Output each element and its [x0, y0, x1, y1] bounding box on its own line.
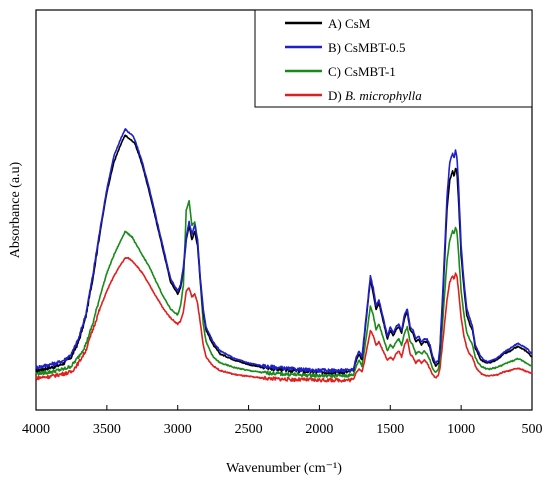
- legend-label-name: CsMBT-1: [344, 64, 396, 79]
- series-line-b-microphylla: [35, 256, 533, 383]
- legend-label-prefix: A): [328, 16, 345, 31]
- series-line-csmbt-0-5: [35, 128, 533, 374]
- x-tick-label: 3000: [164, 422, 192, 437]
- series-layer: [35, 128, 533, 383]
- legend-label-prefix: D): [328, 88, 345, 103]
- x-axis-label: Wavenumber (cm⁻¹): [226, 461, 342, 476]
- legend-label-name: CsMBT-0.5: [344, 40, 405, 55]
- x-tick-label: 500: [522, 422, 543, 437]
- x-axis: 4000 3500 3000 2500 2000 1500 1000 500: [22, 405, 543, 437]
- legend-label-csmbt-0-5: B) CsMBT-0.5: [328, 40, 406, 55]
- x-tick-label: 4000: [22, 422, 50, 437]
- series-line-csmbt-1: [35, 200, 533, 379]
- x-tick-label: 2500: [235, 422, 263, 437]
- x-tick-label: 1000: [447, 422, 475, 437]
- legend-label-b-microphylla: D) B. microphylla: [328, 88, 422, 103]
- legend-label-name: CsM: [345, 16, 371, 31]
- legend-box: [254, 9, 533, 108]
- x-tick-label: 2000: [305, 422, 333, 437]
- legend-label-prefix: C): [328, 64, 344, 79]
- legend: A) CsMB) CsMBT-0.5C) CsMBT-1D) B. microp…: [254, 9, 533, 108]
- legend-label-prefix: B): [328, 40, 344, 55]
- x-tick-label: 3500: [93, 422, 121, 437]
- y-axis-label: Absorbance (a.u): [8, 161, 23, 258]
- legend-label-name: B. microphylla: [345, 88, 422, 103]
- x-tick-label: 1500: [376, 422, 404, 437]
- legend-label-csm: A) CsM: [328, 16, 371, 31]
- legend-label-csmbt-1: C) CsMBT-1: [328, 64, 396, 79]
